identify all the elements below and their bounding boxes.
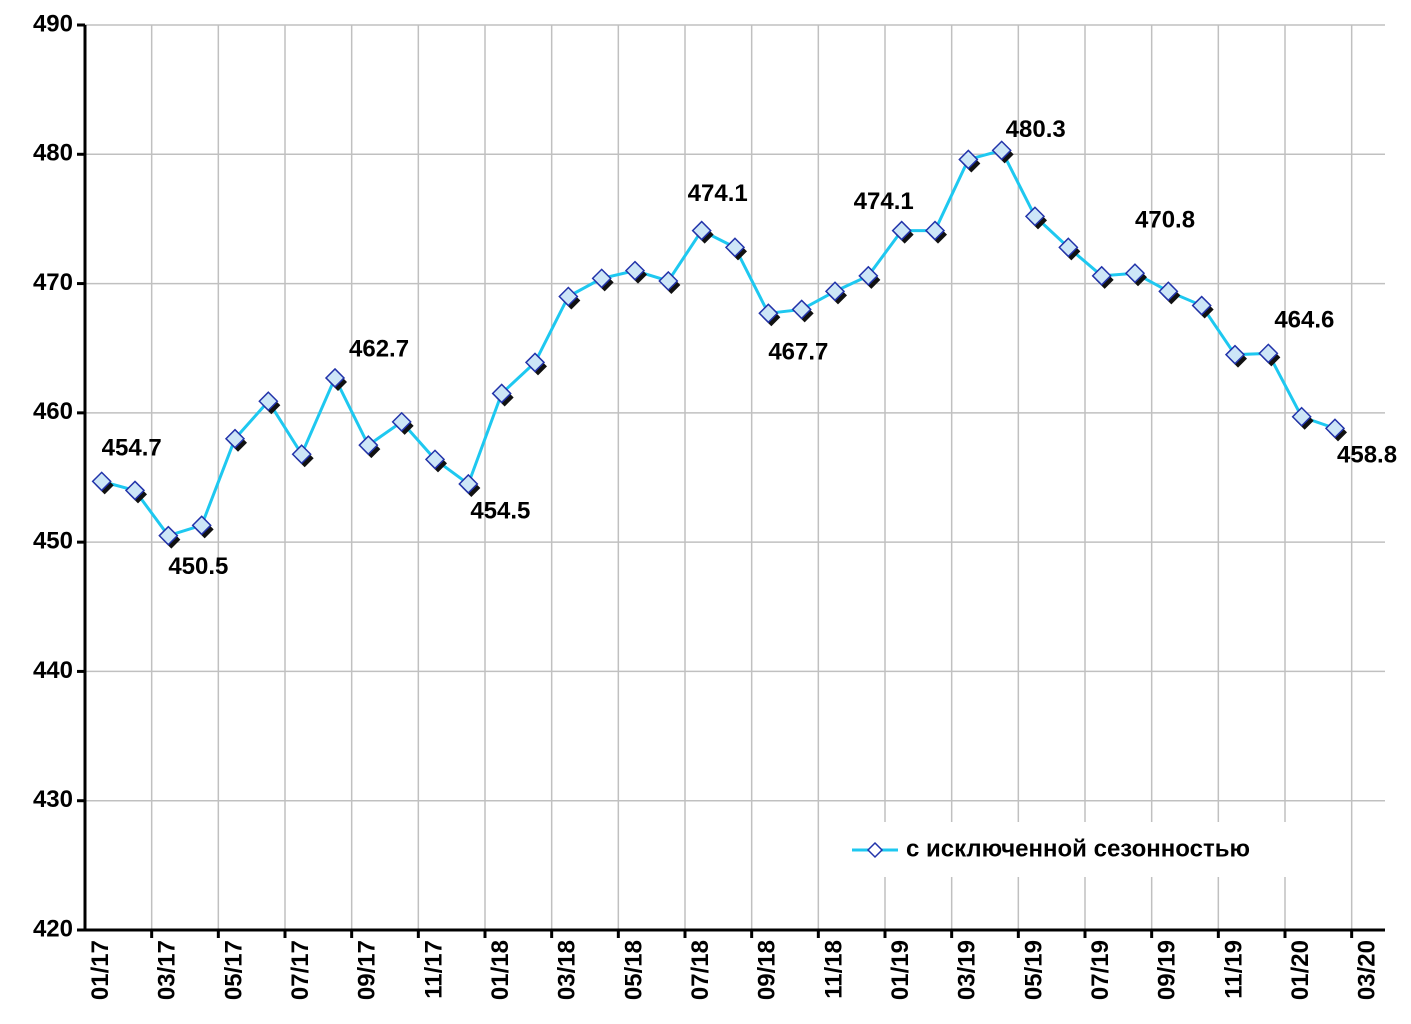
marker xyxy=(658,270,679,292)
x-tick-label: 05/19 xyxy=(1020,940,1047,1000)
marker xyxy=(891,220,912,241)
data-label: 480.3 xyxy=(1006,116,1066,143)
y-tick-label: 490 xyxy=(33,10,73,37)
marker xyxy=(291,444,312,465)
x-tick-label: 01/20 xyxy=(1287,940,1314,1000)
marker xyxy=(1024,206,1046,227)
marker xyxy=(558,286,579,307)
x-tick-label: 09/19 xyxy=(1154,940,1181,1000)
x-tick-label: 05/18 xyxy=(620,940,647,1000)
marker xyxy=(1258,343,1279,364)
x-tick-label: 11/17 xyxy=(420,940,447,999)
data-label: 454.5 xyxy=(470,497,530,524)
legend-marker xyxy=(866,841,884,859)
x-tick-label: 01/19 xyxy=(887,940,914,1000)
x-tick-label: 03/20 xyxy=(1354,940,1381,1000)
y-tick-label: 420 xyxy=(33,915,73,942)
marker xyxy=(1291,406,1312,427)
marker xyxy=(191,515,212,536)
marker xyxy=(324,367,346,389)
marker xyxy=(1124,263,1146,284)
y-tick-label: 450 xyxy=(33,527,73,554)
x-tick-label: 11/19 xyxy=(1220,940,1247,999)
marker xyxy=(791,299,812,320)
y-tick-label: 480 xyxy=(33,140,73,167)
marker xyxy=(458,473,479,495)
marker xyxy=(824,281,846,302)
marker xyxy=(991,140,1012,161)
marker xyxy=(524,352,546,373)
marker xyxy=(391,411,412,432)
marker xyxy=(424,449,446,470)
y-tick-label: 430 xyxy=(33,786,73,813)
marker xyxy=(258,391,279,412)
marker xyxy=(758,303,779,324)
x-tick-label: 01/18 xyxy=(487,940,514,1000)
legend-box xyxy=(840,822,1310,877)
marker xyxy=(1158,281,1179,302)
marker xyxy=(1224,344,1246,365)
marker xyxy=(1324,418,1346,439)
marker xyxy=(591,268,612,289)
x-tick-label: 03/18 xyxy=(554,940,581,1000)
marker xyxy=(1058,237,1079,258)
marker xyxy=(158,525,179,546)
data-label: 467.7 xyxy=(768,339,828,366)
x-tick-label: 01/17 xyxy=(87,940,114,1000)
x-tick-label: 07/18 xyxy=(687,940,714,1000)
data-label: 450.5 xyxy=(168,553,228,580)
data-label: 464.6 xyxy=(1274,307,1334,334)
marker xyxy=(691,220,712,241)
x-tick-label: 09/17 xyxy=(354,940,381,1000)
x-tick-label: 05/17 xyxy=(220,940,247,1000)
x-tick-label: 11/18 xyxy=(820,940,847,999)
legend-label: с исключенной сезонностью xyxy=(906,835,1250,862)
marker xyxy=(358,435,379,456)
y-tick-label: 470 xyxy=(33,269,73,296)
marker xyxy=(124,480,146,501)
marker xyxy=(91,471,112,492)
marker xyxy=(1191,295,1212,316)
y-tick-label: 460 xyxy=(33,398,73,425)
marker xyxy=(491,383,512,404)
marker xyxy=(1091,265,1112,286)
x-tick-label: 07/19 xyxy=(1087,940,1114,1000)
x-tick-label: 07/17 xyxy=(287,940,314,1000)
x-tick-label: 09/18 xyxy=(754,940,781,1000)
marker xyxy=(924,220,946,241)
data-label: 462.7 xyxy=(349,335,409,362)
marker xyxy=(624,260,646,281)
x-tick-label: 03/19 xyxy=(954,940,981,1000)
x-tick-label: 03/17 xyxy=(154,940,181,1000)
marker xyxy=(858,265,879,286)
data-label: 458.8 xyxy=(1337,442,1397,469)
data-label: 474.1 xyxy=(688,180,748,207)
data-label: 454.7 xyxy=(102,435,162,462)
data-label: 474.1 xyxy=(854,188,914,215)
marker xyxy=(958,149,979,170)
data-label: 470.8 xyxy=(1135,207,1195,234)
marker xyxy=(724,237,746,258)
marker xyxy=(224,428,246,449)
y-tick-label: 440 xyxy=(33,657,73,684)
